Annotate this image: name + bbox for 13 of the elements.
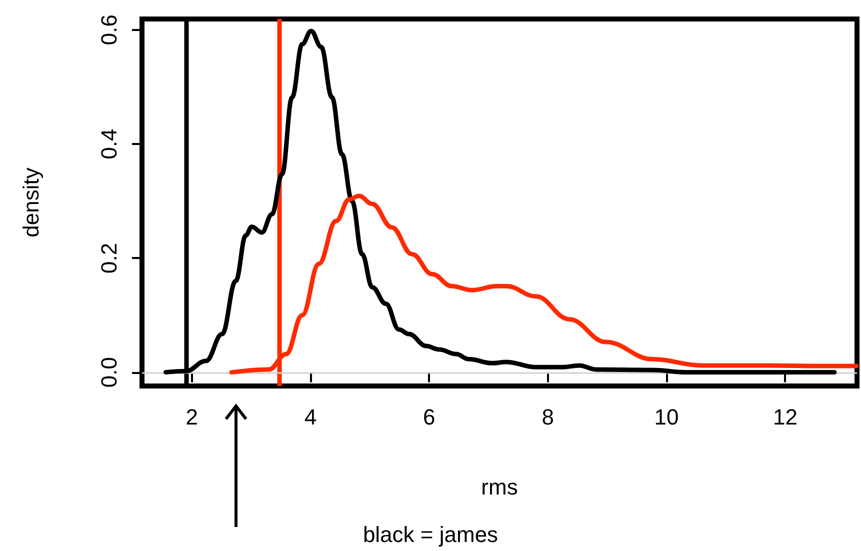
x-tick-label: 6 — [423, 404, 436, 430]
y-tick-label: 0.2 — [96, 242, 122, 274]
x-tick-label: 12 — [772, 404, 798, 430]
x-tick-label: 8 — [542, 404, 554, 430]
text: black = james — [362, 522, 500, 548]
y-tick-label: 0.0 — [96, 357, 122, 388]
x-axis-title: rms — [481, 474, 518, 500]
x-tick-label: 4 — [304, 404, 317, 430]
y-tick-label: 0.6 — [96, 14, 122, 46]
y-axis-title: density — [18, 168, 44, 238]
x-tick-label: 10 — [654, 404, 679, 430]
x-tick-label: 2 — [186, 404, 198, 430]
y-tick-label: 0.4 — [96, 128, 122, 160]
